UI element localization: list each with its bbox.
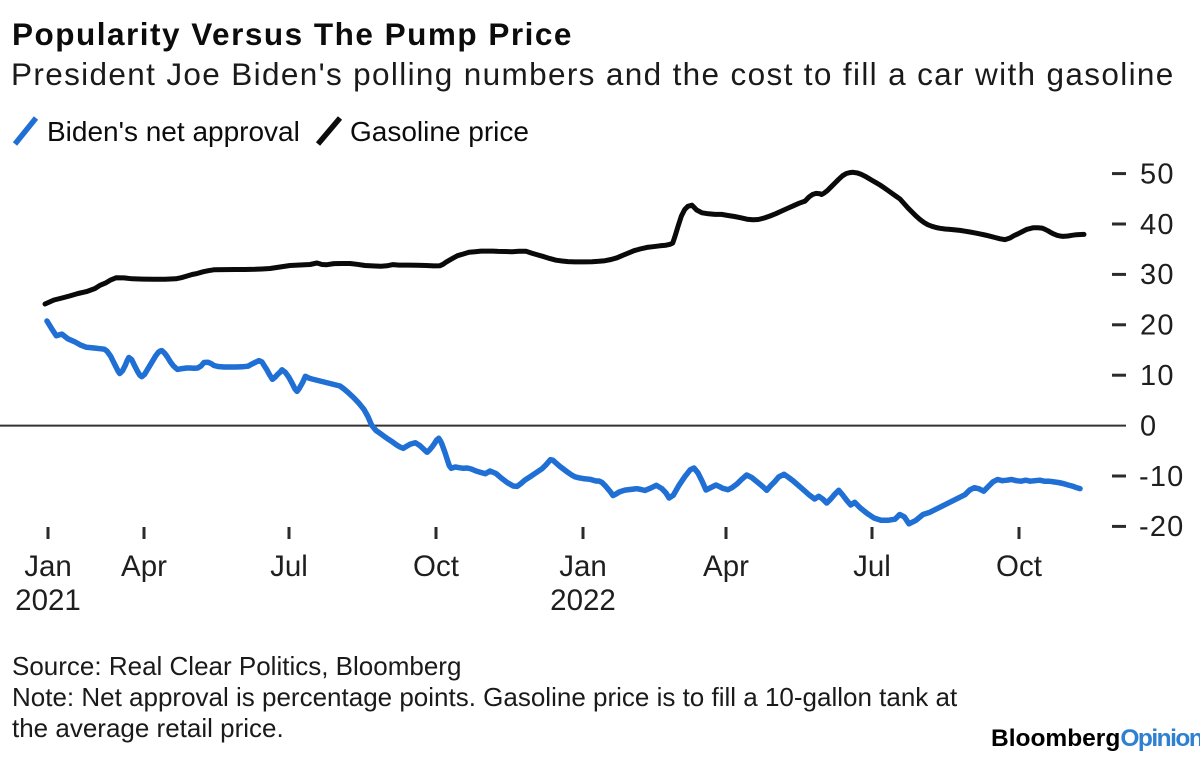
svg-text:10: 10 [1140, 360, 1175, 392]
svg-text:Apr: Apr [703, 550, 749, 583]
svg-text:Jan: Jan [559, 550, 607, 583]
svg-text:Apr: Apr [121, 550, 167, 583]
svg-text:Jan: Jan [24, 550, 72, 583]
svg-text:2022: 2022 [550, 584, 616, 617]
svg-text:50: 50 [1140, 158, 1175, 190]
svg-text:-10: -10 [1139, 461, 1185, 493]
svg-text:30: 30 [1140, 259, 1175, 291]
svg-text:0: 0 [1140, 410, 1157, 442]
svg-text:2021: 2021 [15, 584, 81, 617]
svg-text:Jul: Jul [270, 550, 308, 583]
svg-text:20: 20 [1140, 310, 1175, 342]
svg-text:Jul: Jul [853, 550, 891, 583]
svg-text:Oct: Oct [996, 550, 1042, 583]
svg-text:40: 40 [1140, 209, 1175, 241]
svg-text:-20: -20 [1139, 511, 1185, 543]
svg-text:Oct: Oct [413, 550, 459, 583]
